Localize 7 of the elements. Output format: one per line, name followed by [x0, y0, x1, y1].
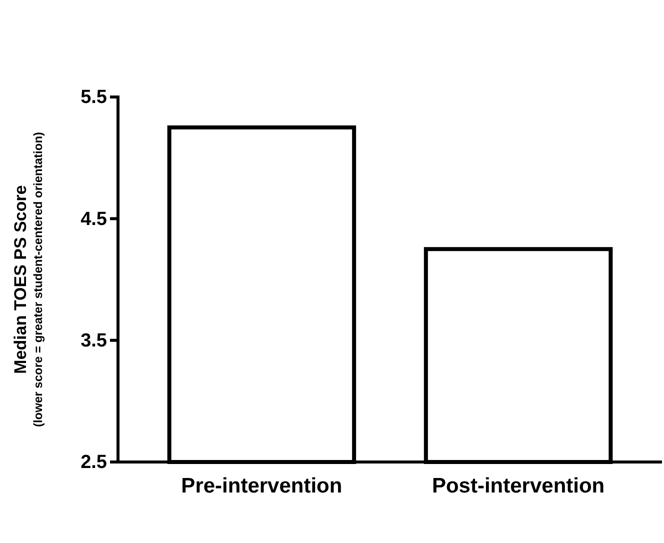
y-tick-label: 5.5	[80, 87, 108, 108]
x-tick-label: Post-intervention	[432, 474, 605, 498]
y-tick-label: 3.5	[80, 330, 108, 352]
x-tick-label: Pre-intervention	[181, 474, 342, 498]
y-axis-title: Median TOES PS Score (lower score = greater student-centered orientation)	[11, 132, 45, 428]
y-tick-label: 2.5	[80, 452, 108, 474]
y-tick-label: 4.5	[80, 208, 108, 230]
